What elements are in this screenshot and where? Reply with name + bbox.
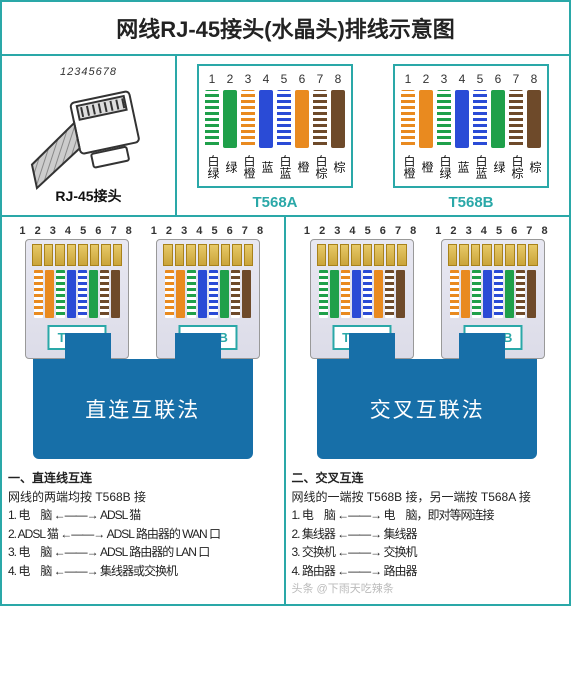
t568a-wire-labels: 白绿绿白橙蓝白蓝橙白棕棕 — [205, 152, 345, 182]
rj45-connector-icon — [15, 67, 163, 192]
standard-t568b: 12345678 白橙橙白绿蓝白蓝绿白棕棕 T568B — [393, 64, 549, 211]
t568b-wires — [401, 90, 541, 148]
connector-label: RJ-45接头 — [55, 186, 121, 206]
straight-method-label-box: 直连互联法 — [33, 359, 253, 459]
standards-cell: 12345678 白绿绿白橙蓝白蓝橙白棕棕 T568A 12345678 白橙橙… — [177, 56, 569, 215]
wire — [455, 90, 469, 148]
wire — [313, 90, 327, 148]
wire — [295, 90, 309, 148]
crossover-method-cell: 1 2 3 4 5 6 7 8 T568A 1 2 3 4 5 6 7 8 T5… — [286, 217, 570, 604]
diagram-root: 网线RJ-45接头(水晶头)排线示意图 12345678 — [0, 0, 571, 606]
standard-t568a: 12345678 白绿绿白橙蓝白蓝橙白棕棕 T568A — [197, 64, 353, 211]
wire — [277, 90, 291, 148]
crossover-method-label-box: 交叉互联法 — [317, 359, 537, 459]
row-standards: 12345678 RJ-45接头 — [2, 56, 569, 217]
t568a-name: T568A — [252, 194, 297, 211]
t568a-pin-numbers: 12345678 — [205, 72, 345, 86]
straight-method-cell: 1 2 3 4 5 6 7 8 T568B 1 2 3 4 5 6 7 8 T5… — [2, 217, 286, 604]
connector-cell: 12345678 RJ-45接头 — [2, 56, 177, 215]
row-methods: 1 2 3 4 5 6 7 8 T568B 1 2 3 4 5 6 7 8 T5… — [2, 217, 569, 604]
wire — [527, 90, 541, 148]
straight-description: 一、直连线互连 网线的两端均按 T568B 接 1. 电 脑 ←——→ ADSL… — [8, 469, 278, 581]
wire — [473, 90, 487, 148]
wire — [491, 90, 505, 148]
wire — [401, 90, 415, 148]
t568b-pin-numbers: 12345678 — [401, 72, 541, 86]
wire — [223, 90, 237, 148]
t568b-wire-labels: 白橙橙白绿蓝白蓝绿白棕棕 — [401, 152, 541, 182]
t568a-wires — [205, 90, 345, 148]
wire — [509, 90, 523, 148]
wire — [241, 90, 255, 148]
t568b-name: T568B — [448, 194, 493, 211]
wire — [331, 90, 345, 148]
wire — [259, 90, 273, 148]
wire — [419, 90, 433, 148]
crossover-description: 二、交叉互连 网线的一端按 T568B 接，另一端按 T568A 接 1. 电 … — [292, 469, 564, 598]
watermark: 头条 @下雨天吃辣条 — [292, 581, 564, 598]
wire — [437, 90, 451, 148]
page-title: 网线RJ-45接头(水晶头)排线示意图 — [2, 2, 569, 56]
wire — [205, 90, 219, 148]
